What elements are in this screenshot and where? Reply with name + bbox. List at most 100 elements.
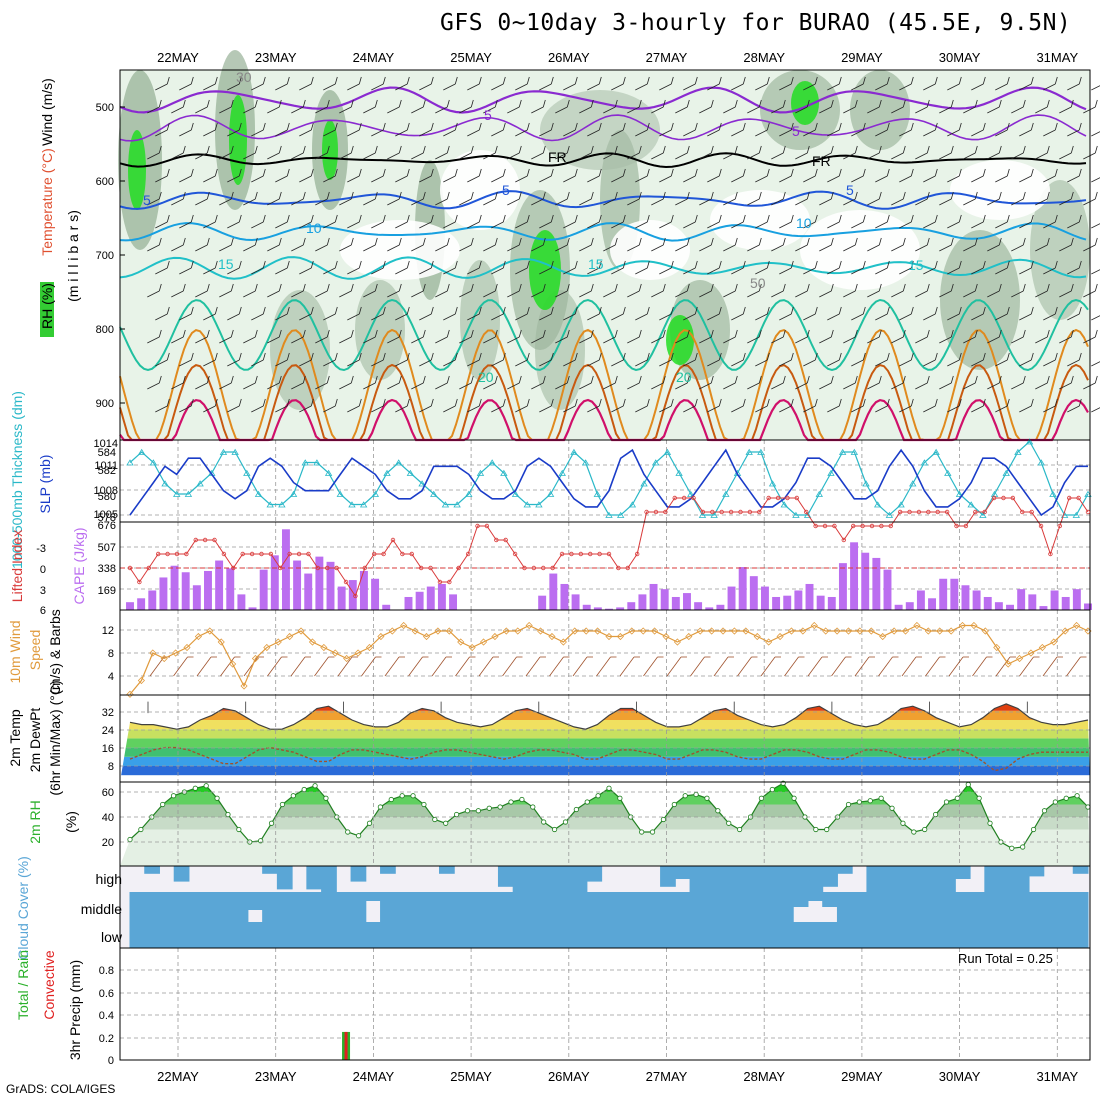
wind-barb-flag <box>446 329 450 338</box>
wind-barb <box>515 83 528 91</box>
wind-barb-flag <box>974 191 978 200</box>
wind-barb-flag <box>854 191 858 200</box>
wind10m-barb <box>478 656 494 677</box>
wind-barb <box>987 106 1000 114</box>
cloud-bar-high <box>512 866 529 892</box>
rh-marker <box>791 795 797 801</box>
wind-barb <box>755 175 768 183</box>
wind-barb <box>747 198 760 206</box>
top-date-label: 25MAY <box>450 50 492 65</box>
li-marker <box>625 565 630 571</box>
wind-barb-flag <box>398 329 402 338</box>
rh-marker <box>595 793 601 799</box>
wind-speed-line <box>129 624 1089 695</box>
wind-speed-marker <box>913 621 921 630</box>
thickness-marker <box>780 501 788 508</box>
wind-barb <box>603 244 616 252</box>
wind-speed-marker <box>867 627 875 635</box>
wind-barb-flag <box>1046 99 1050 108</box>
wind-barb-flag <box>470 283 474 292</box>
wind10m-barb <box>455 656 470 677</box>
cloud-bar-middle <box>158 892 175 922</box>
wind-barb-flag <box>910 260 914 269</box>
wind-barb-flag <box>782 237 786 246</box>
wind-barb <box>587 175 600 183</box>
wind-speed-marker <box>320 643 328 652</box>
thickness-marker <box>803 511 812 518</box>
li-marker <box>512 551 518 557</box>
wind-barb-flag <box>310 76 314 85</box>
wind-barb-flag <box>518 191 522 200</box>
wind-speed-marker <box>639 627 647 635</box>
wind-barb-flag <box>958 260 962 269</box>
wind-barb <box>371 175 384 183</box>
cloud-bar-low <box>777 922 794 948</box>
wind-barb-flag <box>830 237 834 246</box>
wind-barb-flag <box>1022 145 1026 154</box>
wind10m-barb <box>384 656 400 677</box>
wind-barb-flag <box>1006 306 1010 315</box>
wind-barb <box>843 336 856 344</box>
wind-barb-flag <box>710 283 714 292</box>
wind-barb-flag <box>950 375 954 384</box>
rh-tick-label: 20 <box>102 837 114 849</box>
rh-marker <box>421 801 427 808</box>
cloud-bar-low <box>733 922 750 948</box>
cloud-bar-middle <box>542 892 558 922</box>
wind-barb-flag <box>638 237 642 246</box>
wind-barb-flag <box>254 329 258 338</box>
wind-barb <box>699 290 712 298</box>
wind-barb-flag <box>1094 283 1098 292</box>
rh-marker <box>486 805 492 811</box>
cloud-bar-low <box>527 922 544 948</box>
contour-label: 20 <box>478 369 494 385</box>
cape-bar <box>616 607 625 610</box>
cloud-bar-low <box>984 922 1001 948</box>
wind-barb <box>731 129 744 137</box>
wind-barb-flag <box>526 306 530 315</box>
rh-marker <box>377 804 383 810</box>
li-marker <box>597 551 602 557</box>
wind-barb-flag <box>758 283 762 292</box>
wind-barb-flag <box>830 145 834 154</box>
wind-barb <box>971 313 984 321</box>
wind-barb-flag <box>1054 260 1058 269</box>
wind-barb <box>843 290 856 298</box>
wind-speed-marker <box>422 632 431 641</box>
wind-barb-flag <box>718 398 722 407</box>
wind-barb <box>867 336 880 344</box>
bottom-date-label: 22MAY <box>157 1069 199 1084</box>
wind-barb-flag <box>430 260 434 269</box>
wind-barb <box>891 244 904 252</box>
thickness-marker <box>967 501 975 508</box>
cloud-bar-middle <box>262 892 278 922</box>
wind-speed-marker <box>844 627 853 635</box>
wind-barb <box>939 198 952 206</box>
contour-label: 10 <box>796 215 812 231</box>
wind-barb <box>251 267 264 275</box>
wind-speed-marker <box>240 682 248 690</box>
cloud-bar-middle <box>925 892 942 922</box>
thickness-marker <box>511 490 520 497</box>
wind-barb <box>939 336 952 344</box>
wind-barb <box>995 267 1008 275</box>
precip-tick-label: 0.2 <box>99 1033 114 1045</box>
wind-barb-flag <box>878 375 882 384</box>
wind-barb-flag <box>494 145 498 154</box>
wind-speed-marker <box>537 627 545 635</box>
wind-barb-flag <box>1046 145 1050 154</box>
wind-barb <box>611 175 624 183</box>
wind-speed-marker <box>1073 621 1081 630</box>
wind-barb <box>227 83 240 91</box>
top-date-label: 30MAY <box>939 50 981 65</box>
wind-barb <box>867 244 880 252</box>
wind-barb <box>827 313 840 321</box>
wind-barb <box>315 152 328 160</box>
wind-barb <box>323 221 336 229</box>
wind-barb <box>651 198 664 206</box>
wind-barb <box>227 267 240 275</box>
li-marker <box>137 579 142 585</box>
wind-barb <box>1067 83 1080 91</box>
wind-barb <box>1019 359 1032 367</box>
wind-barb-flag <box>166 352 170 361</box>
